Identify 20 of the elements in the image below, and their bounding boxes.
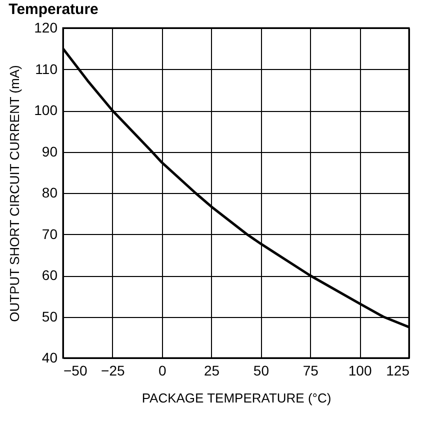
y-tick-label: 50	[42, 308, 58, 324]
chart-title: Temperature	[8, 1, 98, 18]
x-tick-label: 50	[253, 362, 270, 378]
x-tick-label: 25	[204, 362, 220, 378]
x-tick-label: 75	[302, 362, 319, 378]
y-tick-label: 60	[42, 267, 58, 283]
x-tick-label: −25	[101, 362, 126, 378]
y-tick-label: 100	[34, 102, 58, 118]
x-axis-title: PACKAGE TEMPERATURE (°C)	[142, 390, 332, 406]
x-tick-label: 125	[386, 362, 410, 378]
y-tick-label: 90	[42, 143, 58, 160]
y-tick-label: 80	[42, 184, 58, 200]
y-tick-label: 120	[34, 20, 58, 36]
y-tick-label: 70	[42, 226, 58, 242]
y-tick-label: 110	[35, 60, 58, 77]
x-tick-label: −50	[64, 362, 88, 378]
x-tick-label: 0	[158, 362, 166, 378]
y-axis-title: OUTPUT SHORT CIRCUIT CURRENT (mA)	[7, 65, 22, 322]
x-tick-label: 100	[348, 362, 372, 378]
y-tick-label: 40	[42, 350, 58, 366]
